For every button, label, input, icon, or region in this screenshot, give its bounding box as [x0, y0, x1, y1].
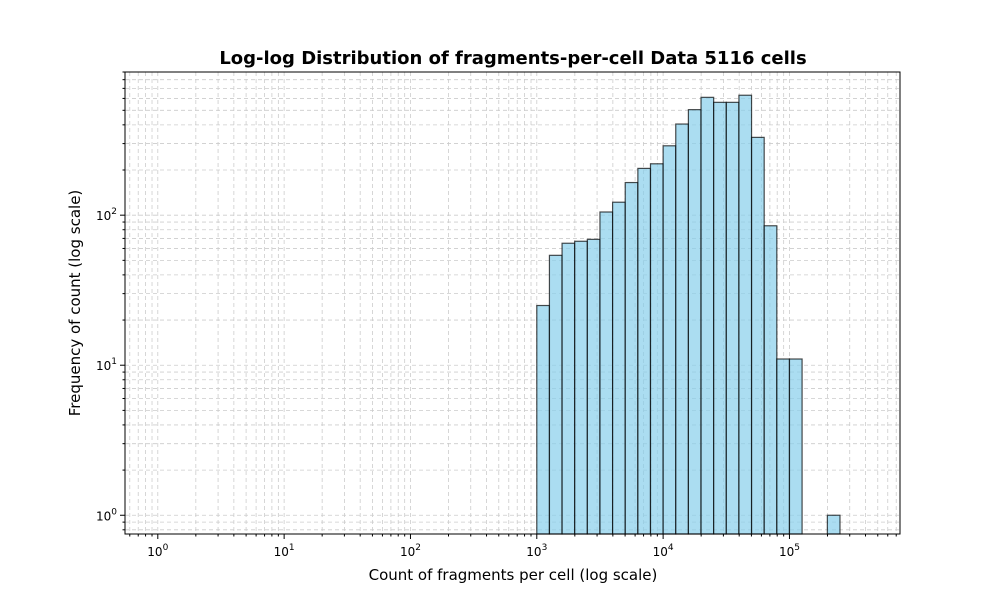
- plot-frame: [124, 71, 901, 535]
- histogram-bar: [826, 514, 841, 535]
- histogram-bar: [637, 167, 652, 535]
- histogram-bar: [738, 94, 753, 535]
- histogram-bar: [536, 304, 551, 535]
- y-axis-label: Frequency of count (log scale): [66, 190, 84, 417]
- histogram-bar: [700, 96, 715, 535]
- histogram-bar: [548, 254, 563, 535]
- histogram-bar: [788, 358, 803, 535]
- x-axis-label: Count of fragments per cell (log scale): [369, 566, 658, 584]
- histogram-bar: [776, 358, 791, 535]
- x-tick-label: 102: [400, 543, 421, 559]
- y-tick-label: 102: [96, 207, 117, 223]
- histogram-bar: [750, 136, 765, 535]
- chart-title: Log-log Distribution of fragments-per-ce…: [219, 48, 806, 69]
- x-tick-label: 105: [779, 543, 800, 559]
- y-tick-label: 101: [96, 357, 117, 373]
- histogram-bar: [611, 201, 626, 535]
- histogram-bar: [561, 242, 576, 535]
- histogram-bar: [574, 240, 588, 535]
- bars: [536, 94, 841, 535]
- y-tick-label: 100: [96, 507, 117, 523]
- histogram-bar: [662, 145, 677, 535]
- x-tick-label: 104: [653, 543, 674, 559]
- histogram-bar: [713, 101, 727, 535]
- x-tick-label: 100: [147, 543, 168, 559]
- histogram-bar: [624, 181, 639, 535]
- x-tick-label: 103: [526, 543, 547, 559]
- histogram-bar: [675, 123, 689, 535]
- histogram-bar: [586, 238, 601, 535]
- histogram-bar: [763, 225, 778, 535]
- histogram-bar: [725, 101, 740, 535]
- histogram-bar: [649, 163, 664, 535]
- x-tick-label: 101: [274, 543, 295, 559]
- axis-ticks: 100 101 102 103 104 105 100 101 102: [96, 71, 897, 559]
- histogram-bar: [599, 211, 614, 535]
- histogram-bar: [687, 109, 702, 535]
